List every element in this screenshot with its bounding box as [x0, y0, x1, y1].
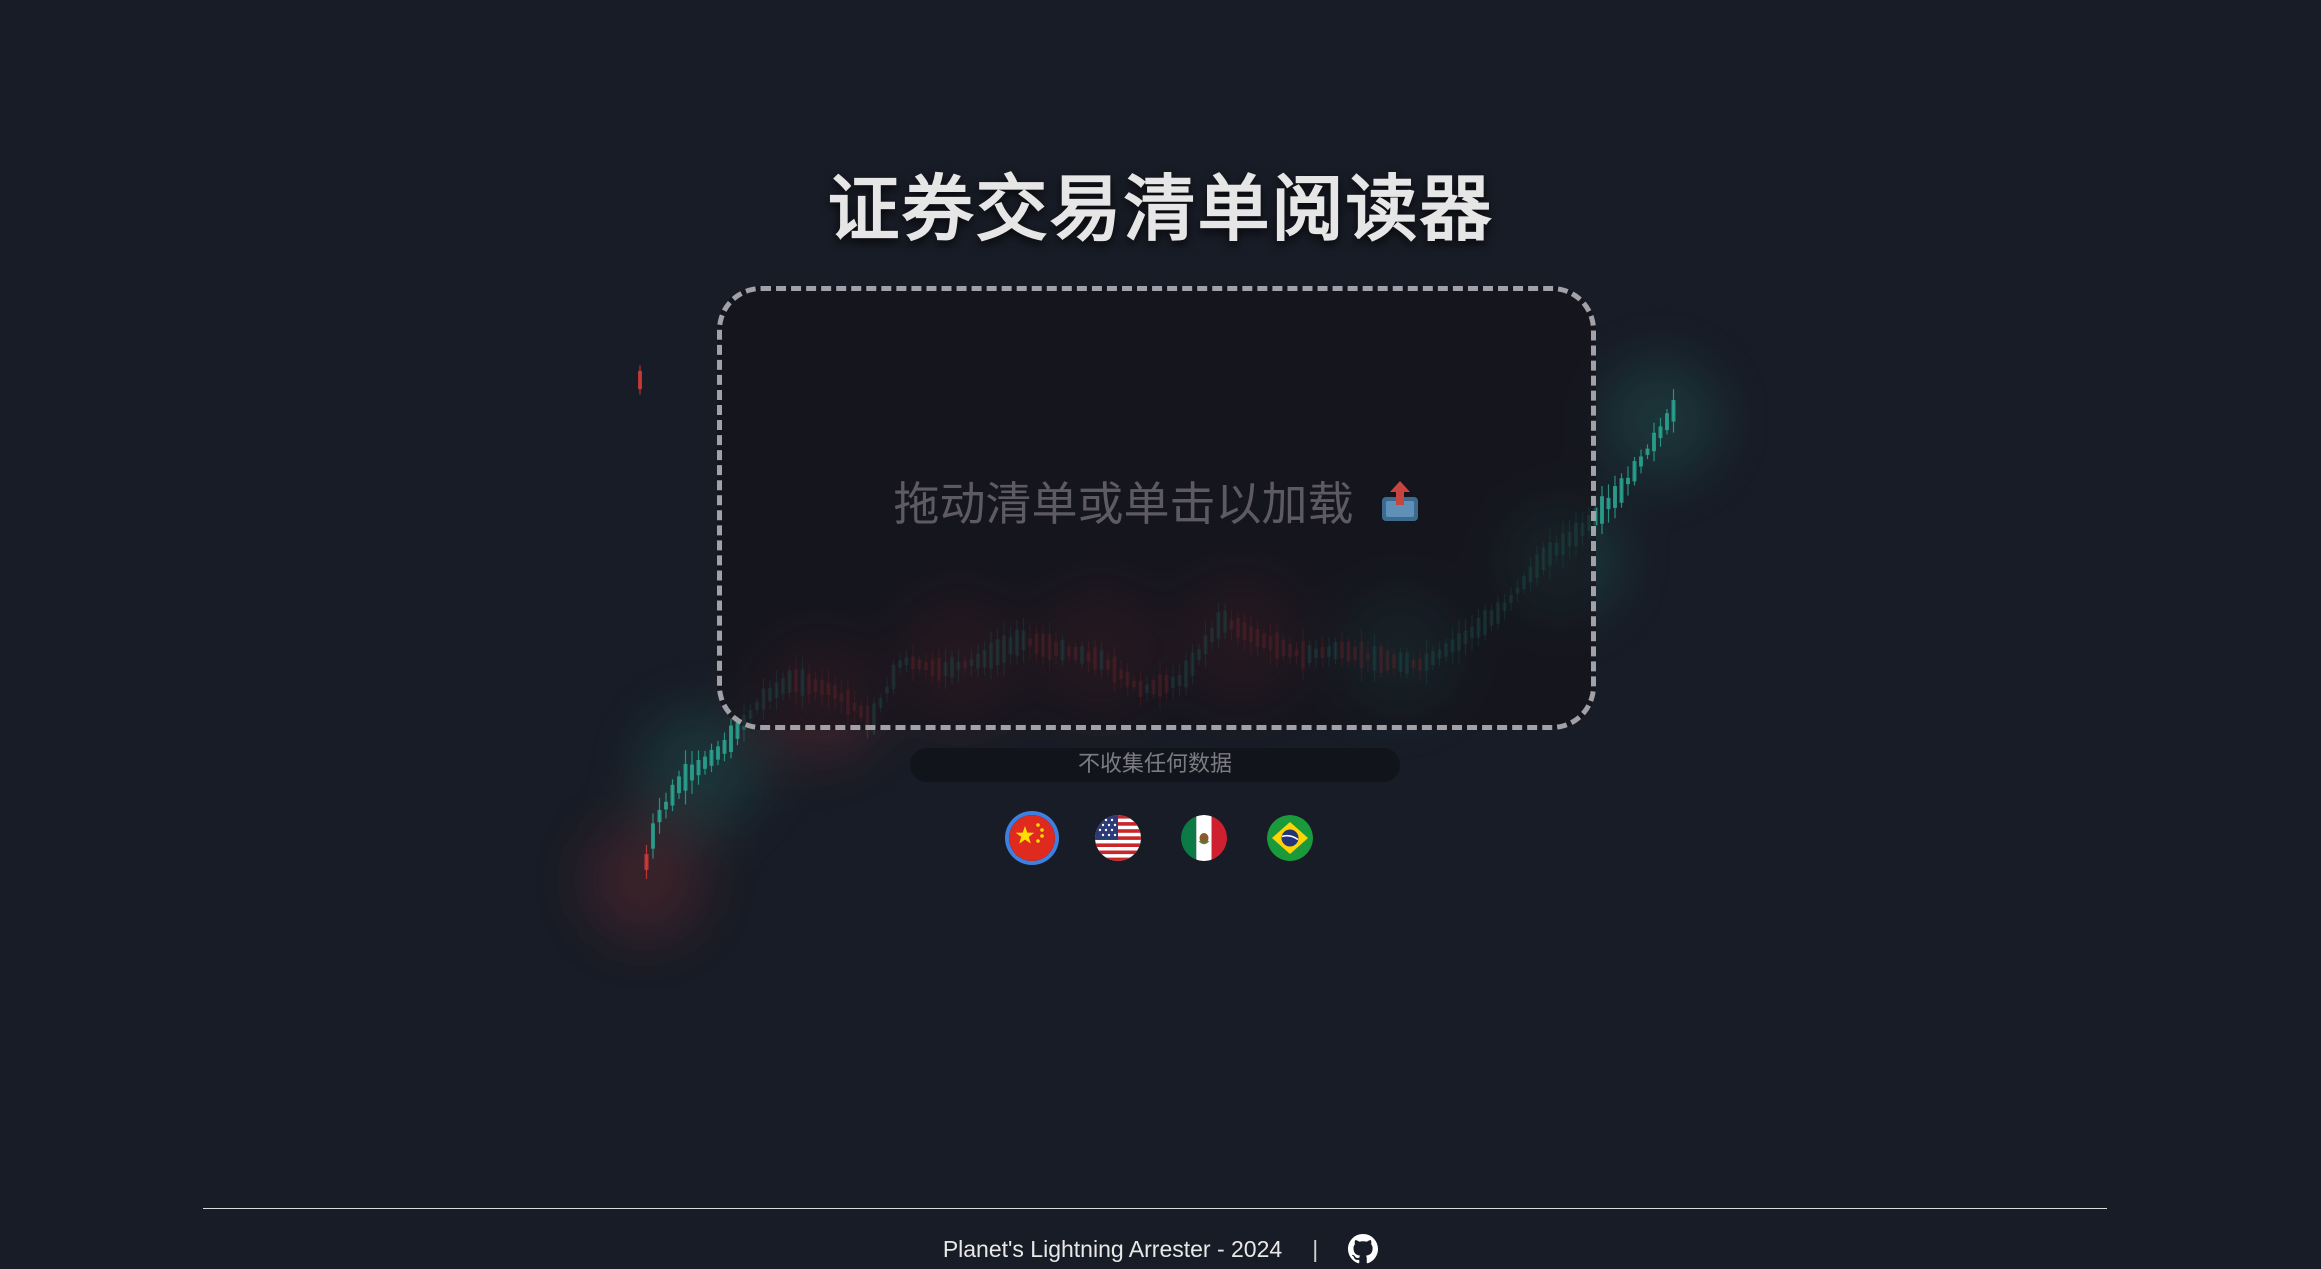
candle-body-4: [664, 801, 668, 810]
candle-body-3: [657, 809, 662, 823]
language-spanish-mexico-button[interactable]: [1180, 815, 1227, 861]
candle-body-9: [696, 760, 701, 776]
candle-body-11: [709, 749, 714, 766]
language-selector: [0, 815, 2321, 865]
file-dropzone[interactable]: 拖动清单或单击以加载: [717, 286, 1596, 730]
footer: Planet's Lightning Arrester - 2024 |: [0, 1234, 2321, 1264]
candle-body-153: [1632, 461, 1637, 482]
chart-glow-0: [585, 820, 705, 940]
dropzone-content: 拖动清单或单击以加载: [894, 468, 1420, 534]
github-icon[interactable]: [1348, 1234, 1379, 1264]
candle-body-7: [683, 764, 688, 791]
page-title: 证券交易清单阅读器: [827, 166, 1494, 251]
candle-body-13: [722, 740, 727, 754]
footer-separator: |: [1312, 1235, 1319, 1262]
candle-body-12: [716, 746, 720, 760]
candle-body-149: [1606, 497, 1611, 510]
usa-flag-icon: [1094, 815, 1141, 861]
privacy-notice: 不收集任何数据: [910, 748, 1400, 782]
candle-body-0: [638, 370, 642, 390]
candle-body-148: [1600, 496, 1604, 524]
candle-body-154: [1639, 456, 1643, 467]
candle-body-158: [1665, 413, 1669, 431]
candle-body-151: [1619, 478, 1624, 503]
china-flag-icon: [1008, 815, 1055, 861]
candle-body-14: [729, 725, 733, 752]
mexico-flag-icon: [1180, 815, 1227, 861]
candle-body-156: [1652, 432, 1656, 452]
candle-body-10: [703, 756, 707, 769]
candle-body-15: [735, 722, 740, 739]
language-english-button[interactable]: [1094, 815, 1141, 861]
candle-body-157: [1658, 426, 1663, 439]
language-chinese-button[interactable]: [1008, 815, 1055, 861]
candle-body-1: [644, 854, 649, 870]
upload-icon: [1380, 479, 1420, 523]
candle-body-5: [670, 784, 675, 806]
dropzone-label: 拖动清单或单击以加载: [893, 477, 1354, 531]
candle-body-6: [677, 776, 681, 794]
candle-body-150: [1613, 486, 1617, 508]
footer-credit: Planet's Lightning Arrester - 2024: [942, 1235, 1283, 1262]
candle-body-2: [651, 823, 655, 849]
candle-body-159: [1671, 400, 1676, 422]
candle-body-155: [1645, 448, 1650, 455]
language-portuguese-brazil-button[interactable]: [1266, 815, 1313, 861]
brazil-flag-icon: [1266, 815, 1313, 861]
candle-body-8: [690, 764, 694, 781]
candle-body-152: [1626, 477, 1630, 485]
footer-divider: [203, 1208, 2107, 1209]
